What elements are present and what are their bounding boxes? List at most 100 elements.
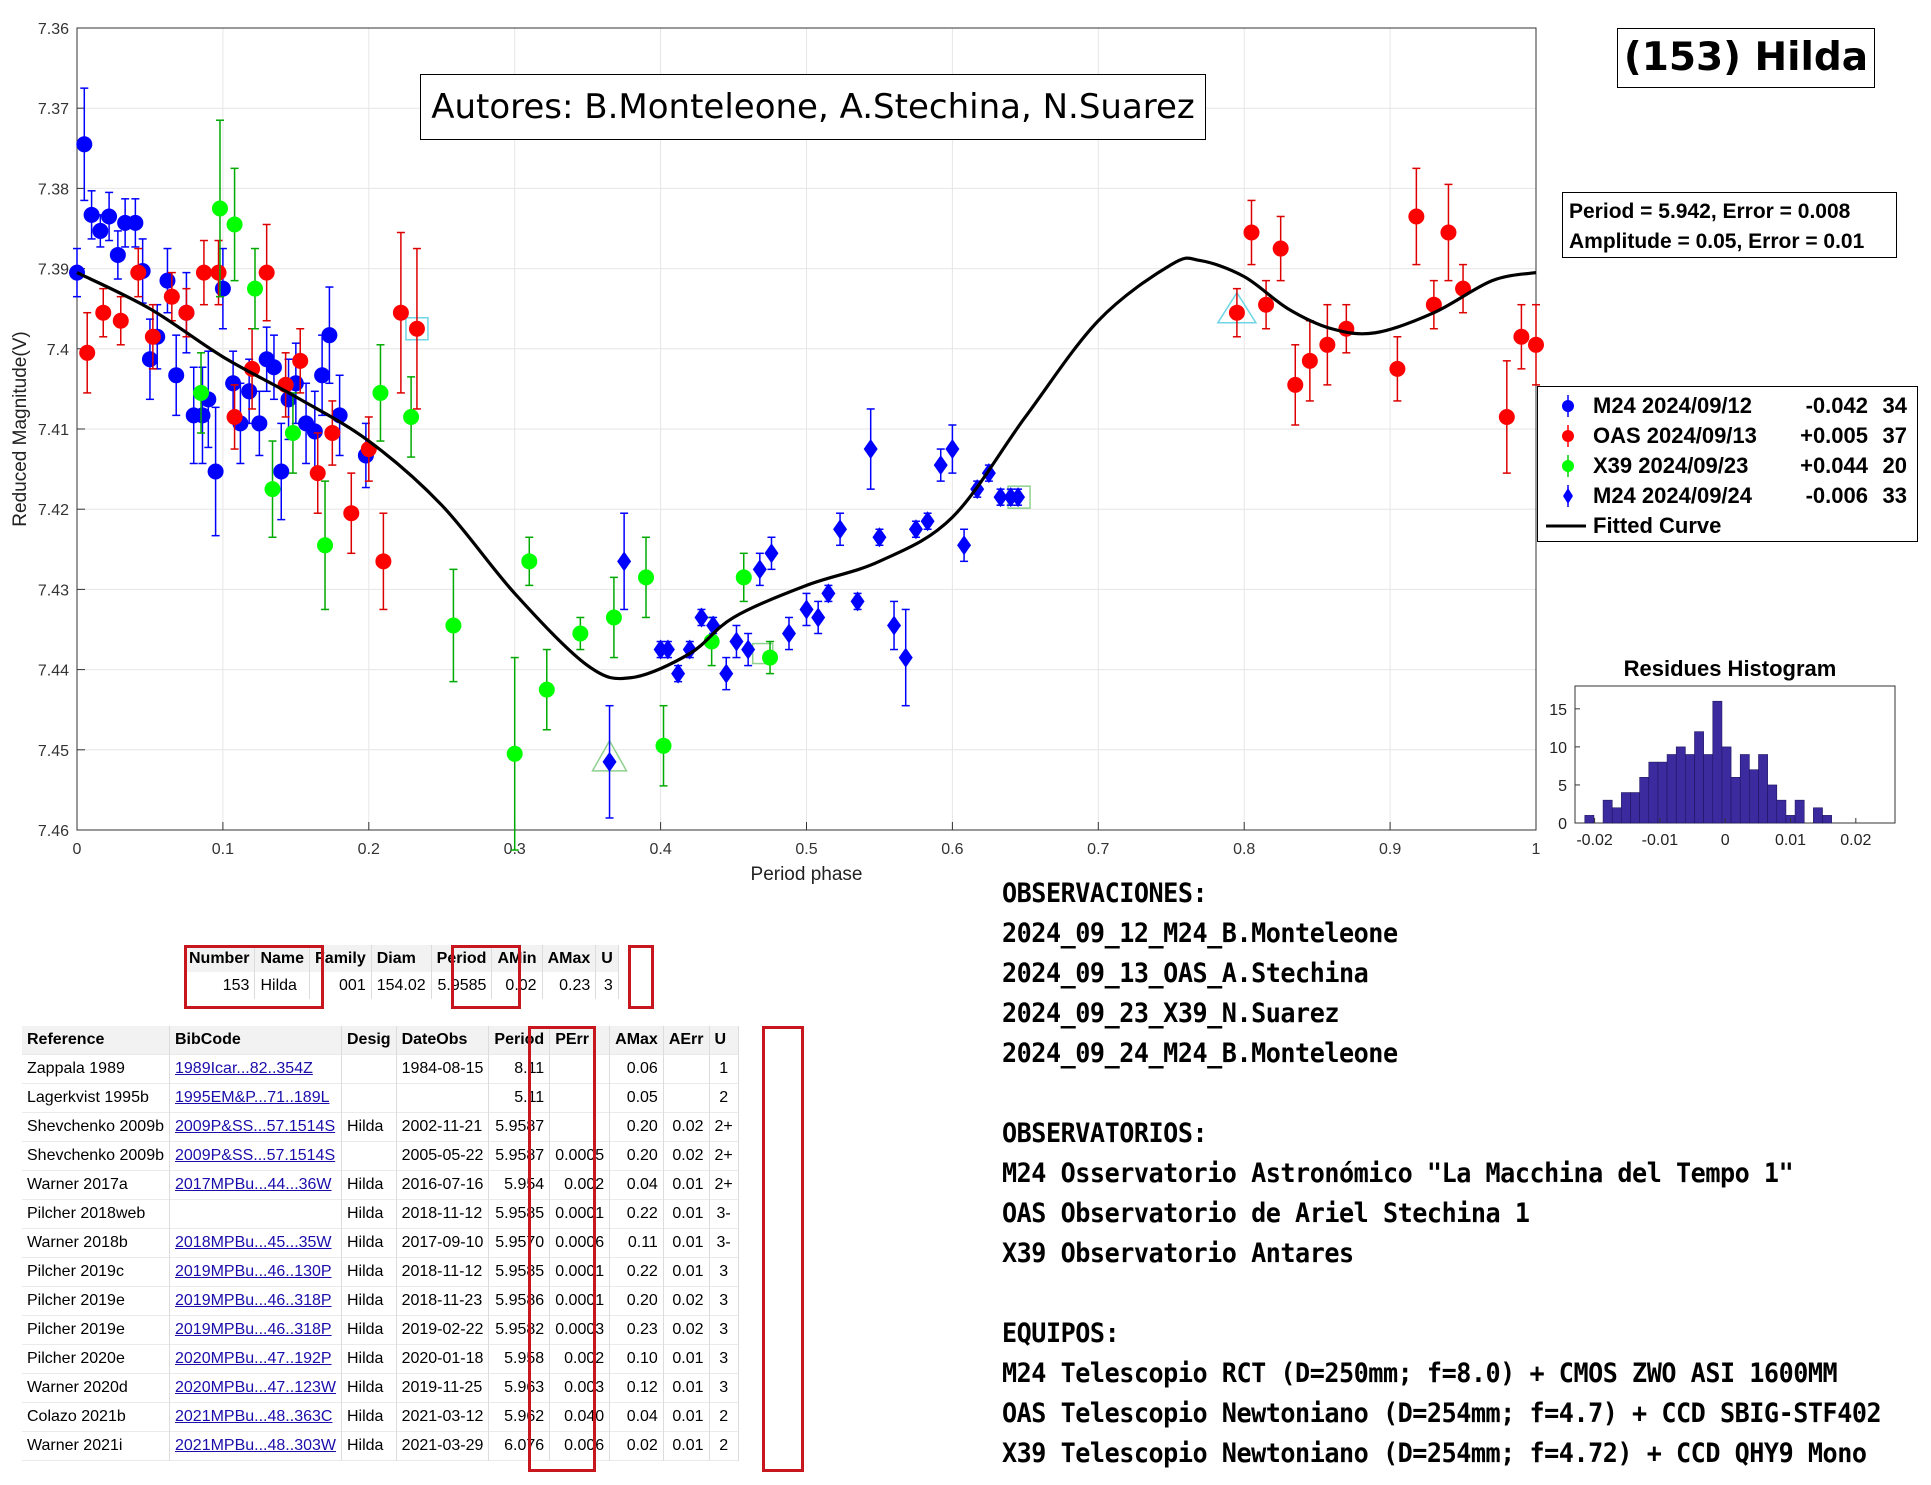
bibcode-link[interactable]: 2009P&SS...57.1514S xyxy=(169,1112,342,1142)
data-point xyxy=(1228,304,1245,321)
table-cell: 0.01 xyxy=(663,1344,710,1374)
table-cell: 5.962 xyxy=(488,1402,551,1432)
equipo-line: M24 Telescopio RCT (D=250mm; f=8.0) + CM… xyxy=(1002,1358,1838,1389)
data-point xyxy=(1440,224,1457,241)
table-cell: Hilda xyxy=(341,1373,397,1403)
data-point xyxy=(214,280,231,297)
bibcode-link[interactable]: 2020MPBu...47..123W xyxy=(169,1373,342,1403)
table-cell: 0.0006 xyxy=(549,1228,611,1258)
histogram-title: Residues Histogram xyxy=(1623,656,1837,681)
table-cell: 001 xyxy=(309,972,372,999)
histogram-bar xyxy=(1694,731,1704,824)
bibcode-link[interactable]: 2021MPBu...48..363C xyxy=(169,1402,342,1432)
table-cell: 1 xyxy=(709,1054,739,1084)
table-header-row: Reference BibCode Desig DateObs Period PErr AM… xyxy=(22,1026,739,1055)
bibcode-link[interactable]: 2019MPBu...46..130P xyxy=(169,1257,342,1287)
y-axis-label: Reduced Magnitude(V) xyxy=(10,331,31,526)
column-header: U xyxy=(709,1026,739,1055)
data-point xyxy=(226,216,243,233)
legend-label: M24 2024/09/24 xyxy=(1593,483,1753,508)
histogram-bar xyxy=(1739,754,1750,824)
table-cell: 0.05 xyxy=(609,1083,664,1113)
histogram-bar xyxy=(1730,777,1741,824)
observatorio-line: OAS Observatorio de Ariel Stechina 1 xyxy=(1002,1198,1530,1229)
table-cell: Lagerkvist 1995b xyxy=(22,1083,170,1113)
legend-label: X39 2024/09/23 xyxy=(1593,453,1749,478)
table-cell: Pilcher 2020e xyxy=(22,1344,170,1374)
x-tick-label: 1 xyxy=(1532,841,1541,858)
bibcode-link[interactable]: 2009P&SS...57.1514S xyxy=(169,1141,342,1171)
legend-offset: -0.006 xyxy=(1805,483,1868,508)
data-point xyxy=(324,425,341,442)
data-point-diamond xyxy=(694,607,709,628)
histogram-y-tick-label: 5 xyxy=(1558,778,1567,795)
column-header: DateObs xyxy=(396,1026,490,1055)
table-cell: 0.01 xyxy=(663,1199,710,1229)
data-point-diamond xyxy=(1011,487,1026,508)
table-cell: Hilda xyxy=(341,1199,397,1229)
bibcode-link[interactable]: 2017MPBu...44...36W xyxy=(169,1170,342,1200)
data-point xyxy=(127,214,144,231)
table-cell: Pilcher 2019e xyxy=(22,1315,170,1345)
data-point xyxy=(79,344,96,361)
bibcode-link[interactable]: 2020MPBu...47..192P xyxy=(169,1344,342,1374)
data-point xyxy=(1243,224,1260,241)
table-cell: 2018-11-12 xyxy=(396,1199,490,1229)
table-cell: 2002-11-21 xyxy=(396,1112,490,1142)
observation-line: 2024_09_13_OAS_A.Stechina xyxy=(1002,958,1369,989)
table-row: Zappala 1989 1989Icar...82..354Z 1984-08-1… xyxy=(22,1054,739,1084)
bibcode-link[interactable]: 1989Icar...82..354Z xyxy=(169,1054,342,1084)
column-header: AMax xyxy=(609,1026,664,1055)
data-point xyxy=(130,264,147,281)
data-point xyxy=(76,136,93,153)
table-cell: 0.040 xyxy=(549,1402,611,1432)
table-row: Warner 2021i 2021MPBu...48..303W Hilda 2021… xyxy=(22,1431,739,1461)
table-cell: 0.22 xyxy=(609,1199,664,1229)
bibcode-link[interactable]: 1995EM&P...71..189L xyxy=(169,1083,342,1113)
histogram-y-tick-label: 0 xyxy=(1558,816,1567,833)
bibcode-link[interactable]: 2019MPBu...46..318P xyxy=(169,1315,342,1345)
table-cell: 2019-11-25 xyxy=(396,1373,490,1403)
table-cell: 5.9587 xyxy=(488,1112,551,1142)
bibcode-link[interactable]: 2019MPBu...46..318P xyxy=(169,1286,342,1316)
table-cell: 2+ xyxy=(709,1170,739,1200)
table-cell: 3 xyxy=(595,972,619,999)
table-cell: Shevchenko 2009b xyxy=(22,1112,170,1142)
legend-offset: -0.042 xyxy=(1805,393,1868,418)
data-point-diamond xyxy=(887,615,902,636)
data-point-diamond xyxy=(811,607,826,628)
table-row: Shevchenko 2009b 2009P&SS...57.1514S 2005-… xyxy=(22,1141,739,1171)
data-point xyxy=(95,304,112,321)
data-point xyxy=(392,304,409,321)
data-point xyxy=(1301,352,1318,369)
data-point-diamond xyxy=(1003,487,1018,508)
table-cell: 5.9570 xyxy=(488,1228,551,1258)
data-point xyxy=(762,649,779,666)
data-point xyxy=(372,384,389,401)
column-header: AMin xyxy=(491,945,543,972)
table-cell: 2021-03-29 xyxy=(396,1431,490,1461)
table-row: Lagerkvist 1995b 1995EM&P...71..189L 5.11 0… xyxy=(22,1083,739,1113)
table-cell: 0.02 xyxy=(663,1286,710,1316)
fit-results-box: Period = 5.942, Error = 0.008 Amplitude … xyxy=(1562,192,1897,258)
data-point xyxy=(112,312,129,329)
legend-entry-oas-0913: OAS 2024/09/13 +0.005 37 xyxy=(1538,421,1917,451)
y-tick-label: 7.43 xyxy=(38,582,69,599)
table-cell: 3- xyxy=(709,1228,739,1258)
table-cell: Warner 2021i xyxy=(22,1431,170,1461)
column-header: Period xyxy=(431,945,493,972)
bibcode-link[interactable]: 2021MPBu...48..303W xyxy=(169,1431,342,1461)
legend-marker xyxy=(1562,395,1574,417)
data-point-diamond xyxy=(671,663,686,684)
table-cell: Warner 2018b xyxy=(22,1228,170,1258)
legend-label: M24 2024/09/12 xyxy=(1593,393,1753,418)
data-point-diamond xyxy=(752,559,767,580)
data-point xyxy=(572,625,589,642)
table-cell: 3 xyxy=(709,1373,739,1403)
data-point xyxy=(309,465,326,482)
bibcode-link[interactable]: 2018MPBu...45...35W xyxy=(169,1228,342,1258)
data-point xyxy=(284,425,301,442)
legend-offset: +0.044 xyxy=(1800,453,1868,478)
data-point xyxy=(273,463,290,480)
data-point xyxy=(1389,360,1406,377)
